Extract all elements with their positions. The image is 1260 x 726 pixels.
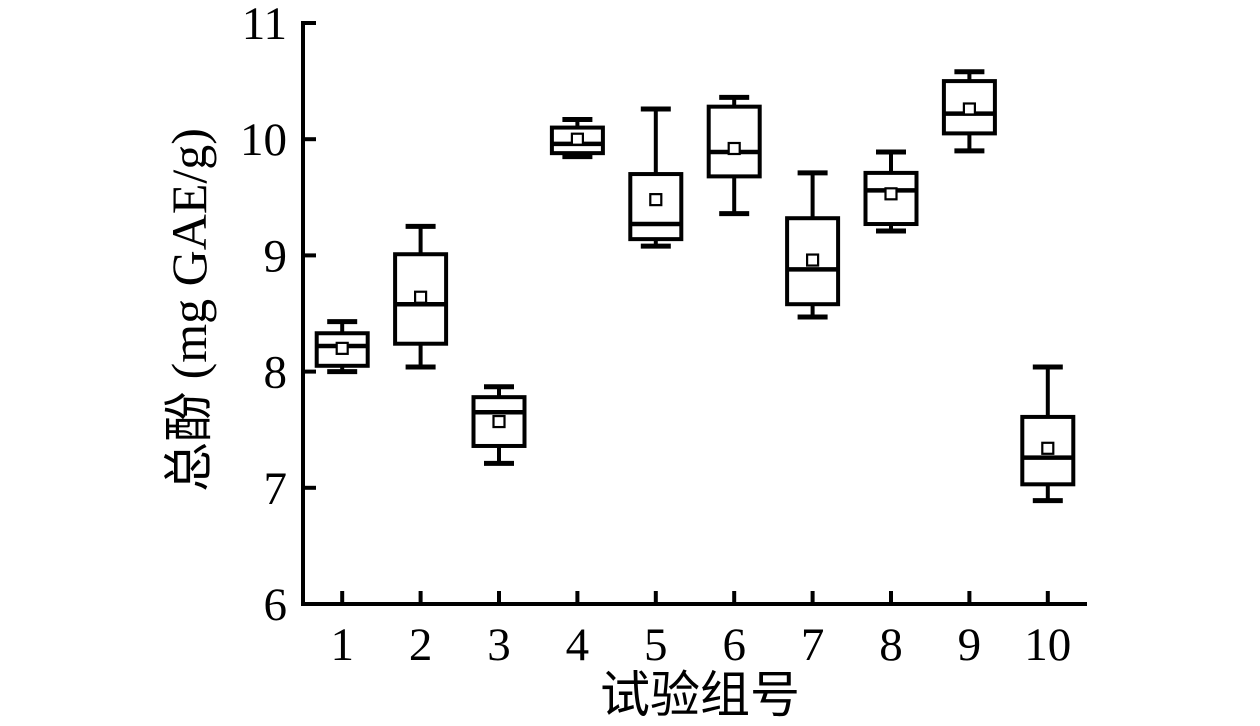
mean-marker — [727, 141, 741, 156]
iqr-box — [706, 104, 762, 179]
mean-marker — [335, 341, 349, 355]
box-group-7 — [785, 170, 841, 320]
iqr-box — [393, 252, 449, 346]
box-group-6 — [706, 94, 762, 217]
mean-marker — [884, 187, 898, 201]
y-tick-label: 11 — [242, 0, 287, 50]
x-tick-label: 6 — [722, 619, 746, 671]
box-group-4 — [549, 116, 605, 160]
x-tick-label: 8 — [879, 619, 903, 671]
x-axis-title: 试验组号 — [600, 667, 800, 723]
iqr-box — [314, 331, 370, 368]
box-group-2 — [393, 223, 449, 370]
mean-marker — [492, 414, 506, 429]
y-tick-label: 10 — [240, 114, 287, 166]
box-group-10 — [1020, 364, 1076, 504]
mean-marker — [962, 102, 977, 116]
box-group-1 — [314, 319, 370, 375]
iqr-box — [941, 79, 997, 136]
x-tick-label: 2 — [409, 619, 433, 671]
box-group-9 — [941, 69, 997, 154]
box-group-3 — [471, 384, 527, 466]
box-group-5 — [628, 106, 684, 249]
y-tick-label: 8 — [264, 347, 288, 399]
iqr-box — [628, 172, 684, 242]
x-tick-label: 1 — [330, 619, 354, 671]
x-tick-label: 9 — [958, 619, 982, 671]
y-tick-label: 6 — [264, 579, 288, 631]
y-axis-title: 总酚 (mg GAE/g) — [161, 128, 217, 492]
y-tick-label: 9 — [264, 230, 288, 282]
x-tick-label: 5 — [644, 619, 668, 671]
box-group-8 — [863, 149, 919, 234]
mean-marker — [570, 132, 585, 146]
x-tick-label: 7 — [801, 619, 825, 671]
mean-marker — [414, 290, 428, 304]
x-tick-label: 4 — [566, 619, 590, 671]
mean-marker — [1041, 441, 1055, 455]
x-tick-label: 10 — [1024, 619, 1071, 671]
y-tick-label: 7 — [264, 463, 288, 515]
mean-marker — [649, 193, 663, 207]
mean-marker — [805, 253, 820, 267]
x-tick-label: 3 — [487, 619, 511, 671]
